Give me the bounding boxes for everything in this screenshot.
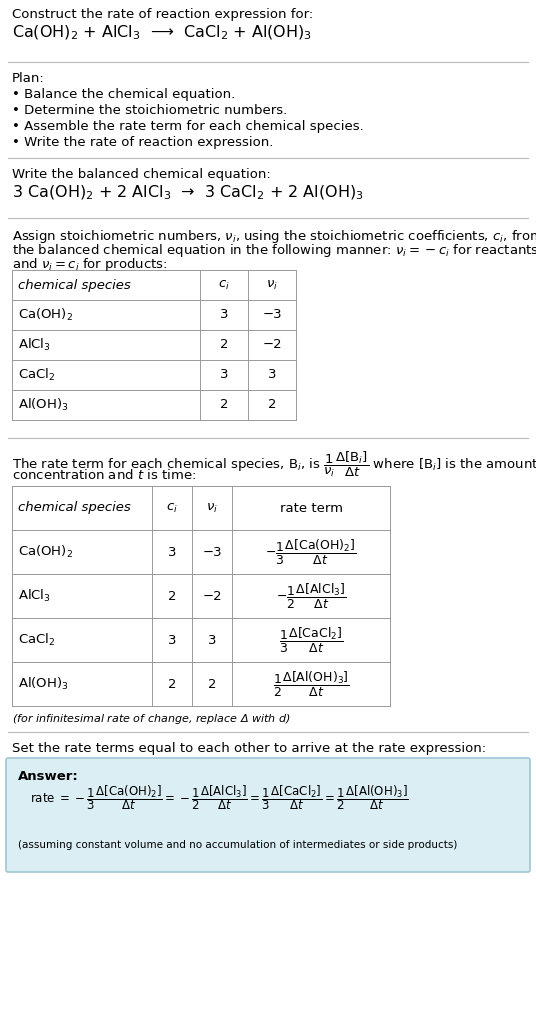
Text: (assuming constant volume and no accumulation of intermediates or side products): (assuming constant volume and no accumul… xyxy=(18,840,457,850)
Text: $c_i$: $c_i$ xyxy=(166,502,178,515)
Text: 2: 2 xyxy=(168,589,176,602)
Text: and $\nu_i = c_i$ for products:: and $\nu_i = c_i$ for products: xyxy=(12,256,168,273)
Text: 3: 3 xyxy=(208,633,216,647)
Text: 2: 2 xyxy=(208,677,216,691)
Text: Ca(OH)$_2$: Ca(OH)$_2$ xyxy=(18,307,73,323)
Text: Al(OH)$_3$: Al(OH)$_3$ xyxy=(18,676,69,692)
Text: 2: 2 xyxy=(168,677,176,691)
Text: AlCl$_3$: AlCl$_3$ xyxy=(18,588,51,604)
Text: −2: −2 xyxy=(262,338,282,352)
Text: $\nu_i$: $\nu_i$ xyxy=(206,502,218,515)
Text: 2: 2 xyxy=(268,399,276,411)
Text: 3: 3 xyxy=(268,368,276,381)
Text: −3: −3 xyxy=(262,308,282,322)
Text: Construct the rate of reaction expression for:: Construct the rate of reaction expressio… xyxy=(12,8,313,21)
Text: Plan:: Plan: xyxy=(12,72,44,85)
Text: • Write the rate of reaction expression.: • Write the rate of reaction expression. xyxy=(12,136,273,149)
Text: $\dfrac{1}{2}\dfrac{\Delta[\mathrm{Al(OH)_3}]}{\Delta t}$: $\dfrac{1}{2}\dfrac{\Delta[\mathrm{Al(OH… xyxy=(273,669,349,698)
Text: Assign stoichiometric numbers, $\nu_i$, using the stoichiometric coefficients, $: Assign stoichiometric numbers, $\nu_i$, … xyxy=(12,228,536,245)
Text: Ca(OH)$_2$ + AlCl$_3$  ⟶  CaCl$_2$ + Al(OH)$_3$: Ca(OH)$_2$ + AlCl$_3$ ⟶ CaCl$_2$ + Al(OH… xyxy=(12,24,312,42)
Text: $\nu_i$: $\nu_i$ xyxy=(266,279,278,292)
Text: 3: 3 xyxy=(168,633,176,647)
Text: 2: 2 xyxy=(220,338,228,352)
Text: Write the balanced chemical equation:: Write the balanced chemical equation: xyxy=(12,168,271,181)
Text: −3: −3 xyxy=(202,546,222,558)
Text: Answer:: Answer: xyxy=(18,770,79,783)
Text: Ca(OH)$_2$: Ca(OH)$_2$ xyxy=(18,544,73,560)
Text: −2: −2 xyxy=(202,589,222,602)
Text: chemical species: chemical species xyxy=(18,502,131,514)
Text: Set the rate terms equal to each other to arrive at the rate expression:: Set the rate terms equal to each other t… xyxy=(12,742,486,755)
Text: 2: 2 xyxy=(220,399,228,411)
Text: $\dfrac{1}{3}\dfrac{\Delta[\mathrm{CaCl_2}]}{\Delta t}$: $\dfrac{1}{3}\dfrac{\Delta[\mathrm{CaCl_… xyxy=(279,625,343,655)
Text: AlCl$_3$: AlCl$_3$ xyxy=(18,337,51,353)
Text: CaCl$_2$: CaCl$_2$ xyxy=(18,367,55,383)
Text: (for infinitesimal rate of change, replace Δ with $d$): (for infinitesimal rate of change, repla… xyxy=(12,712,291,726)
Text: the balanced chemical equation in the following manner: $\nu_i = -c_i$ for react: the balanced chemical equation in the fo… xyxy=(12,242,536,259)
Text: chemical species: chemical species xyxy=(18,279,131,292)
Text: 3: 3 xyxy=(168,546,176,558)
Text: • Determine the stoichiometric numbers.: • Determine the stoichiometric numbers. xyxy=(12,104,287,117)
Text: rate term: rate term xyxy=(279,502,343,514)
Text: rate $= -\dfrac{1}{3}\dfrac{\Delta[\mathrm{Ca(OH)_2}]}{\Delta t} = -\dfrac{1}{2}: rate $= -\dfrac{1}{3}\dfrac{\Delta[\math… xyxy=(30,783,409,812)
Text: 3: 3 xyxy=(220,368,228,381)
Text: 3 Ca(OH)$_2$ + 2 AlCl$_3$  →  3 CaCl$_2$ + 2 Al(OH)$_3$: 3 Ca(OH)$_2$ + 2 AlCl$_3$ → 3 CaCl$_2$ +… xyxy=(12,184,363,203)
Text: • Assemble the rate term for each chemical species.: • Assemble the rate term for each chemic… xyxy=(12,120,364,133)
FancyBboxPatch shape xyxy=(6,758,530,872)
Text: CaCl$_2$: CaCl$_2$ xyxy=(18,632,55,648)
Text: • Balance the chemical equation.: • Balance the chemical equation. xyxy=(12,88,235,101)
Text: 3: 3 xyxy=(220,308,228,322)
Text: Al(OH)$_3$: Al(OH)$_3$ xyxy=(18,397,69,413)
Text: $-\dfrac{1}{2}\dfrac{\Delta[\mathrm{AlCl_3}]}{\Delta t}$: $-\dfrac{1}{2}\dfrac{\Delta[\mathrm{AlCl… xyxy=(276,582,346,611)
Text: $-\dfrac{1}{3}\dfrac{\Delta[\mathrm{Ca(OH)_2}]}{\Delta t}$: $-\dfrac{1}{3}\dfrac{\Delta[\mathrm{Ca(O… xyxy=(265,538,357,566)
Text: $c_i$: $c_i$ xyxy=(218,279,230,292)
Text: The rate term for each chemical species, B$_i$, is $\dfrac{1}{\nu_i}\dfrac{\Delt: The rate term for each chemical species,… xyxy=(12,450,536,479)
Text: concentration and $t$ is time:: concentration and $t$ is time: xyxy=(12,468,196,482)
